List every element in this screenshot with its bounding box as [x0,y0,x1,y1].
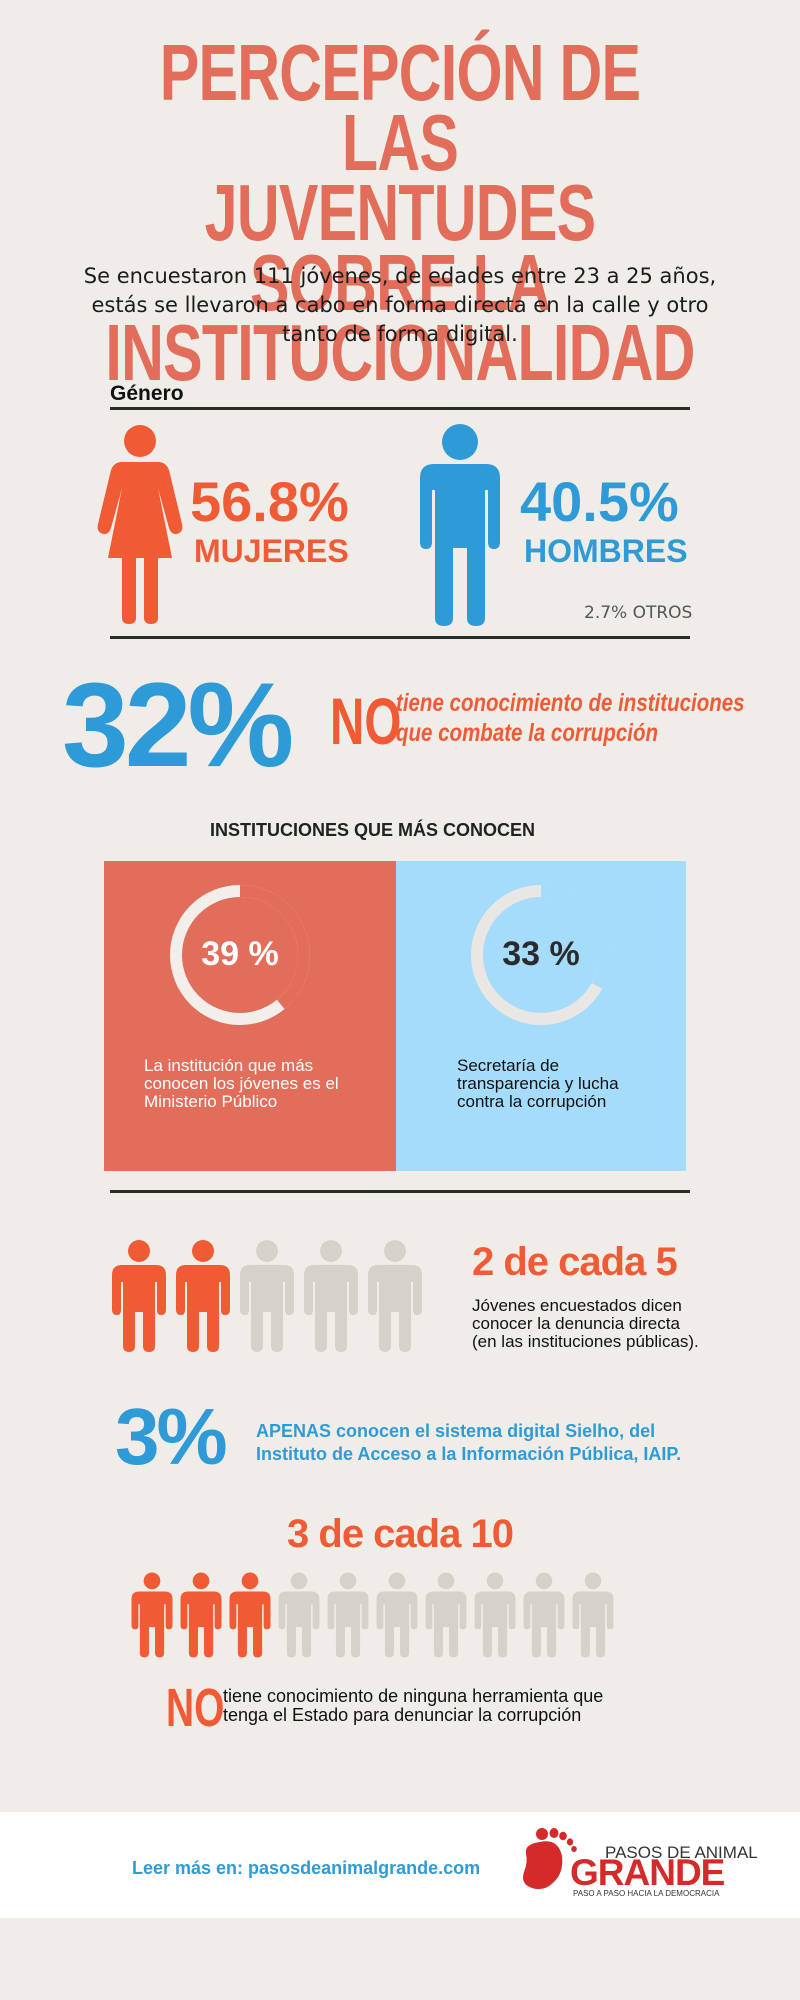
institution-right-text: Secretaría de transparencia y lucha cont… [457,1057,619,1111]
donut-right-label: 33 % [502,935,580,973]
no-word: NO [330,684,402,758]
title-line-2: JUVENTUDES SOBRE LA [204,168,596,327]
denuncia-line-3: (en las instituciones públicas). [472,1332,699,1351]
person-icon [368,1240,422,1352]
institution-left-line-3: Ministerio Público [144,1092,278,1111]
person-highlighted-icon [180,1572,222,1658]
denuncia-headline: 2 de cada 5 [472,1240,678,1284]
intro-line-3: tanto de forma digital. [282,322,518,346]
women-label: MUJERES [194,533,349,569]
women-percentage: 56.8% [190,470,349,533]
institution-right-line-3: contra la corrupción [457,1092,607,1111]
divider [110,1190,690,1193]
divider [110,407,690,410]
donut-left [168,883,312,1027]
corruption-knowledge-percentage: 32% [62,658,294,792]
herramienta-line-1: tiene conocimiento de ninguna herramient… [223,1686,604,1706]
people-2-of-5 [110,1240,430,1360]
person-highlighted-icon [112,1240,166,1352]
person-icon [278,1572,320,1658]
institution-left-line-2: conocen los jóvenes es el [144,1074,339,1093]
person-highlighted-icon [131,1572,173,1658]
corruption-text-line-1: tiene conocimiento de instituciones [396,689,745,717]
person-icon [376,1572,418,1658]
intro-line-1: Se encuestaron 111 jóvenes, de edades en… [83,264,717,288]
person-icon [474,1572,516,1658]
people-3-of-10 [130,1572,630,1662]
sielho-text: APENAS conocen el sistema digital Sielho… [256,1420,726,1466]
institution-left-text: La institución que más conocen los jóven… [144,1057,339,1111]
person-highlighted-icon [229,1572,271,1658]
intro-text: Se encuestaron 111 jóvenes, de edades en… [60,262,740,349]
divider [110,636,690,639]
man-icon [418,424,502,626]
logo-subtitle: PASO A PASO HACIA LA DEMOCRACIA [573,1889,720,1898]
donut-right-value-arc [471,885,611,1025]
person-icon [304,1240,358,1352]
denuncia-text: Jóvenes encuestados dicen conocer la den… [472,1297,699,1351]
donut-left-value-arc [170,885,310,1025]
denuncia-line-2: conocer la denuncia directa [472,1314,680,1333]
page-title: PERCEPCIÓN DE LAS JUVENTUDES SOBRE LA IN… [104,28,696,397]
logo-top-text: PASOS DE ANIMAL [605,1843,758,1862]
sielho-percentage: 3% [115,1392,228,1481]
woman-icon [96,424,184,624]
person-icon [425,1572,467,1658]
read-more-link[interactable]: Leer más en: pasosdeanimalgrande.com [132,1858,481,1878]
herramienta-text: tiene conocimiento de ninguna herramient… [223,1687,603,1725]
institution-right-line-2: transparencia y lucha [457,1074,619,1093]
donut-left-label: 39 % [201,935,279,973]
corruption-text-line-2: que combate la corrupción [396,719,659,747]
logo-main-text: GRANDE [570,1852,725,1893]
person-icon [327,1572,369,1658]
person-icon [240,1240,294,1352]
person-highlighted-icon [176,1240,230,1352]
person-icon [523,1572,565,1658]
intro-line-2: estás se llevaron a cabo en forma direct… [91,293,709,317]
sielho-line-2: Instituto de Acceso a la Información Púb… [256,1444,682,1464]
institutions-heading: INSTITUCIONES QUE MÁS CONOCEN [209,820,536,840]
donut-right [469,883,613,1027]
herramienta-line-2: tenga el Estado para denunciar la corrup… [223,1705,582,1725]
herramienta-headline: 3 de cada 10 [287,1512,514,1556]
person-icon [572,1572,614,1658]
title-line-3: INSTITUCIONALIDAD [105,308,695,397]
footprint-logo-icon [518,1826,580,1892]
institution-left-line-1: La institución que más [144,1056,314,1075]
title-line-1: PERCEPCIÓN DE LAS [159,28,641,187]
men-label: HOMBRES [524,533,688,569]
no-word-small: NO [166,1678,225,1738]
sielho-line-1: APENAS conocen el sistema digital Sielho… [256,1421,656,1441]
gender-label: Género [110,382,184,405]
corruption-knowledge-text: tiene conocimiento de instituciones que … [396,688,745,748]
denuncia-line-1: Jóvenes encuestados dicen [472,1296,682,1315]
footer [0,1812,800,1918]
others-percentage: 2.7% OTROS [584,603,693,623]
institution-right-line-1: Secretaría de [457,1056,560,1075]
men-percentage: 40.5% [520,470,679,533]
